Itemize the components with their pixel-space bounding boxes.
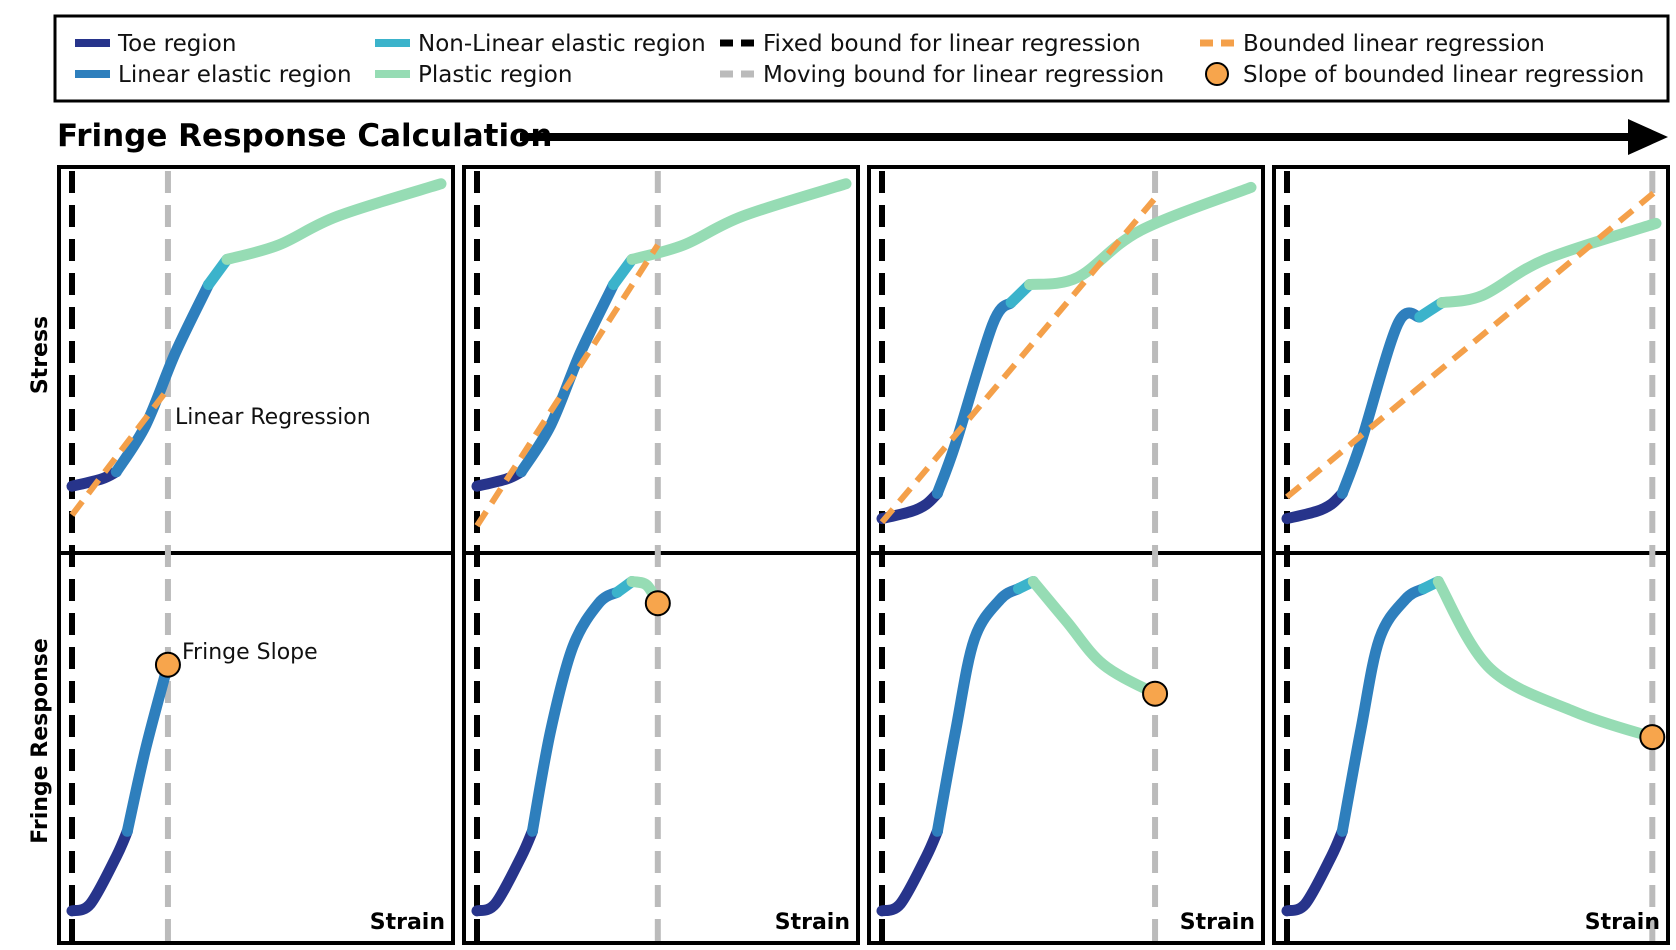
panels: Strain Strain Strain Strain (57, 165, 1670, 945)
legend-label-moving: Moving bound for linear regression (763, 62, 1164, 88)
fringe-curve-linear (1336, 583, 1429, 837)
fringe-curve-toe (876, 825, 943, 917)
x-label-strain: Strain (370, 910, 445, 935)
panel-step-1: Strain (57, 165, 455, 945)
legend-item-toe: Toe region (75, 31, 236, 57)
legend-item-fixed: Fixed bound for linear regression (720, 31, 1141, 57)
stress-curve-linear (931, 297, 1017, 499)
legend-item-linear: Linear elastic region (75, 62, 352, 88)
legend-item-plastic: Plastic region (375, 62, 572, 88)
slope-marker (1639, 724, 1666, 751)
x-label-strain: Strain (775, 910, 850, 935)
bounded-regression-line (474, 243, 661, 528)
bounded-regression-line (879, 196, 1158, 525)
slope-marker (644, 590, 671, 617)
fringe-curve-linear (526, 586, 623, 837)
panel-step-4: Strain (1272, 165, 1670, 945)
slope-marker (1142, 680, 1169, 707)
legend: Toe region Linear elastic region Non-Linea… (75, 31, 1644, 88)
stress-curve-linear (1336, 307, 1426, 499)
legend-label-linear: Linear elastic region (118, 62, 352, 88)
annotation-linear-regression: Linear Regression (175, 405, 371, 430)
stress-curve-plastic (1436, 217, 1662, 309)
legend-swatch-slope (1205, 62, 1229, 86)
legend-label-bounded: Bounded linear regression (1243, 31, 1545, 57)
panel-step-3: Strain (867, 165, 1265, 945)
legend-item-slope: Slope of bounded linear regression (1205, 62, 1644, 88)
annotation-fringe-slope: Fringe Slope (182, 640, 318, 665)
x-label-strain: Strain (1180, 910, 1255, 935)
legend-label-nonlinear: Non-Linear elastic region (418, 31, 706, 57)
fringe-curve-linear (121, 659, 174, 837)
fringe-curve-linear (931, 583, 1024, 837)
x-label-strain: Strain (1585, 910, 1660, 935)
stress-curve-plastic (221, 178, 447, 265)
legend-label-slope: Slope of bounded linear regression (1243, 62, 1644, 88)
stress-curve-toe (876, 487, 943, 525)
fringe-curve-toe (1281, 825, 1348, 917)
legend-label-plastic: Plastic region (418, 62, 572, 88)
fringe-curve-toe (471, 825, 538, 917)
fringe-curve-toe (66, 825, 133, 917)
y-label-stress: Stress (28, 316, 53, 394)
stress-curve-linear (110, 279, 214, 478)
legend-box (53, 14, 1670, 103)
progress-arrow-head (1628, 119, 1668, 155)
fringe-curve-plastic (1027, 576, 1161, 700)
y-label-fringe-response: Fringe Response (28, 638, 53, 844)
figure-title: Fringe Response Calculation (57, 118, 552, 154)
legend-item-moving: Moving bound for linear regression (720, 62, 1164, 88)
legend-label-fixed: Fixed bound for linear regression (763, 31, 1141, 57)
legend-item-nonlinear: Non-Linear elastic region (375, 31, 706, 57)
legend-label-toe: Toe region (117, 31, 236, 57)
slope-marker (154, 651, 181, 678)
stress-curve-plastic (626, 178, 852, 265)
panel-step-2: Strain (462, 165, 860, 945)
stress-curve-toe (1281, 487, 1348, 525)
legend-item-bounded: Bounded linear regression (1200, 31, 1545, 57)
fringe-curve-plastic (1432, 576, 1658, 743)
